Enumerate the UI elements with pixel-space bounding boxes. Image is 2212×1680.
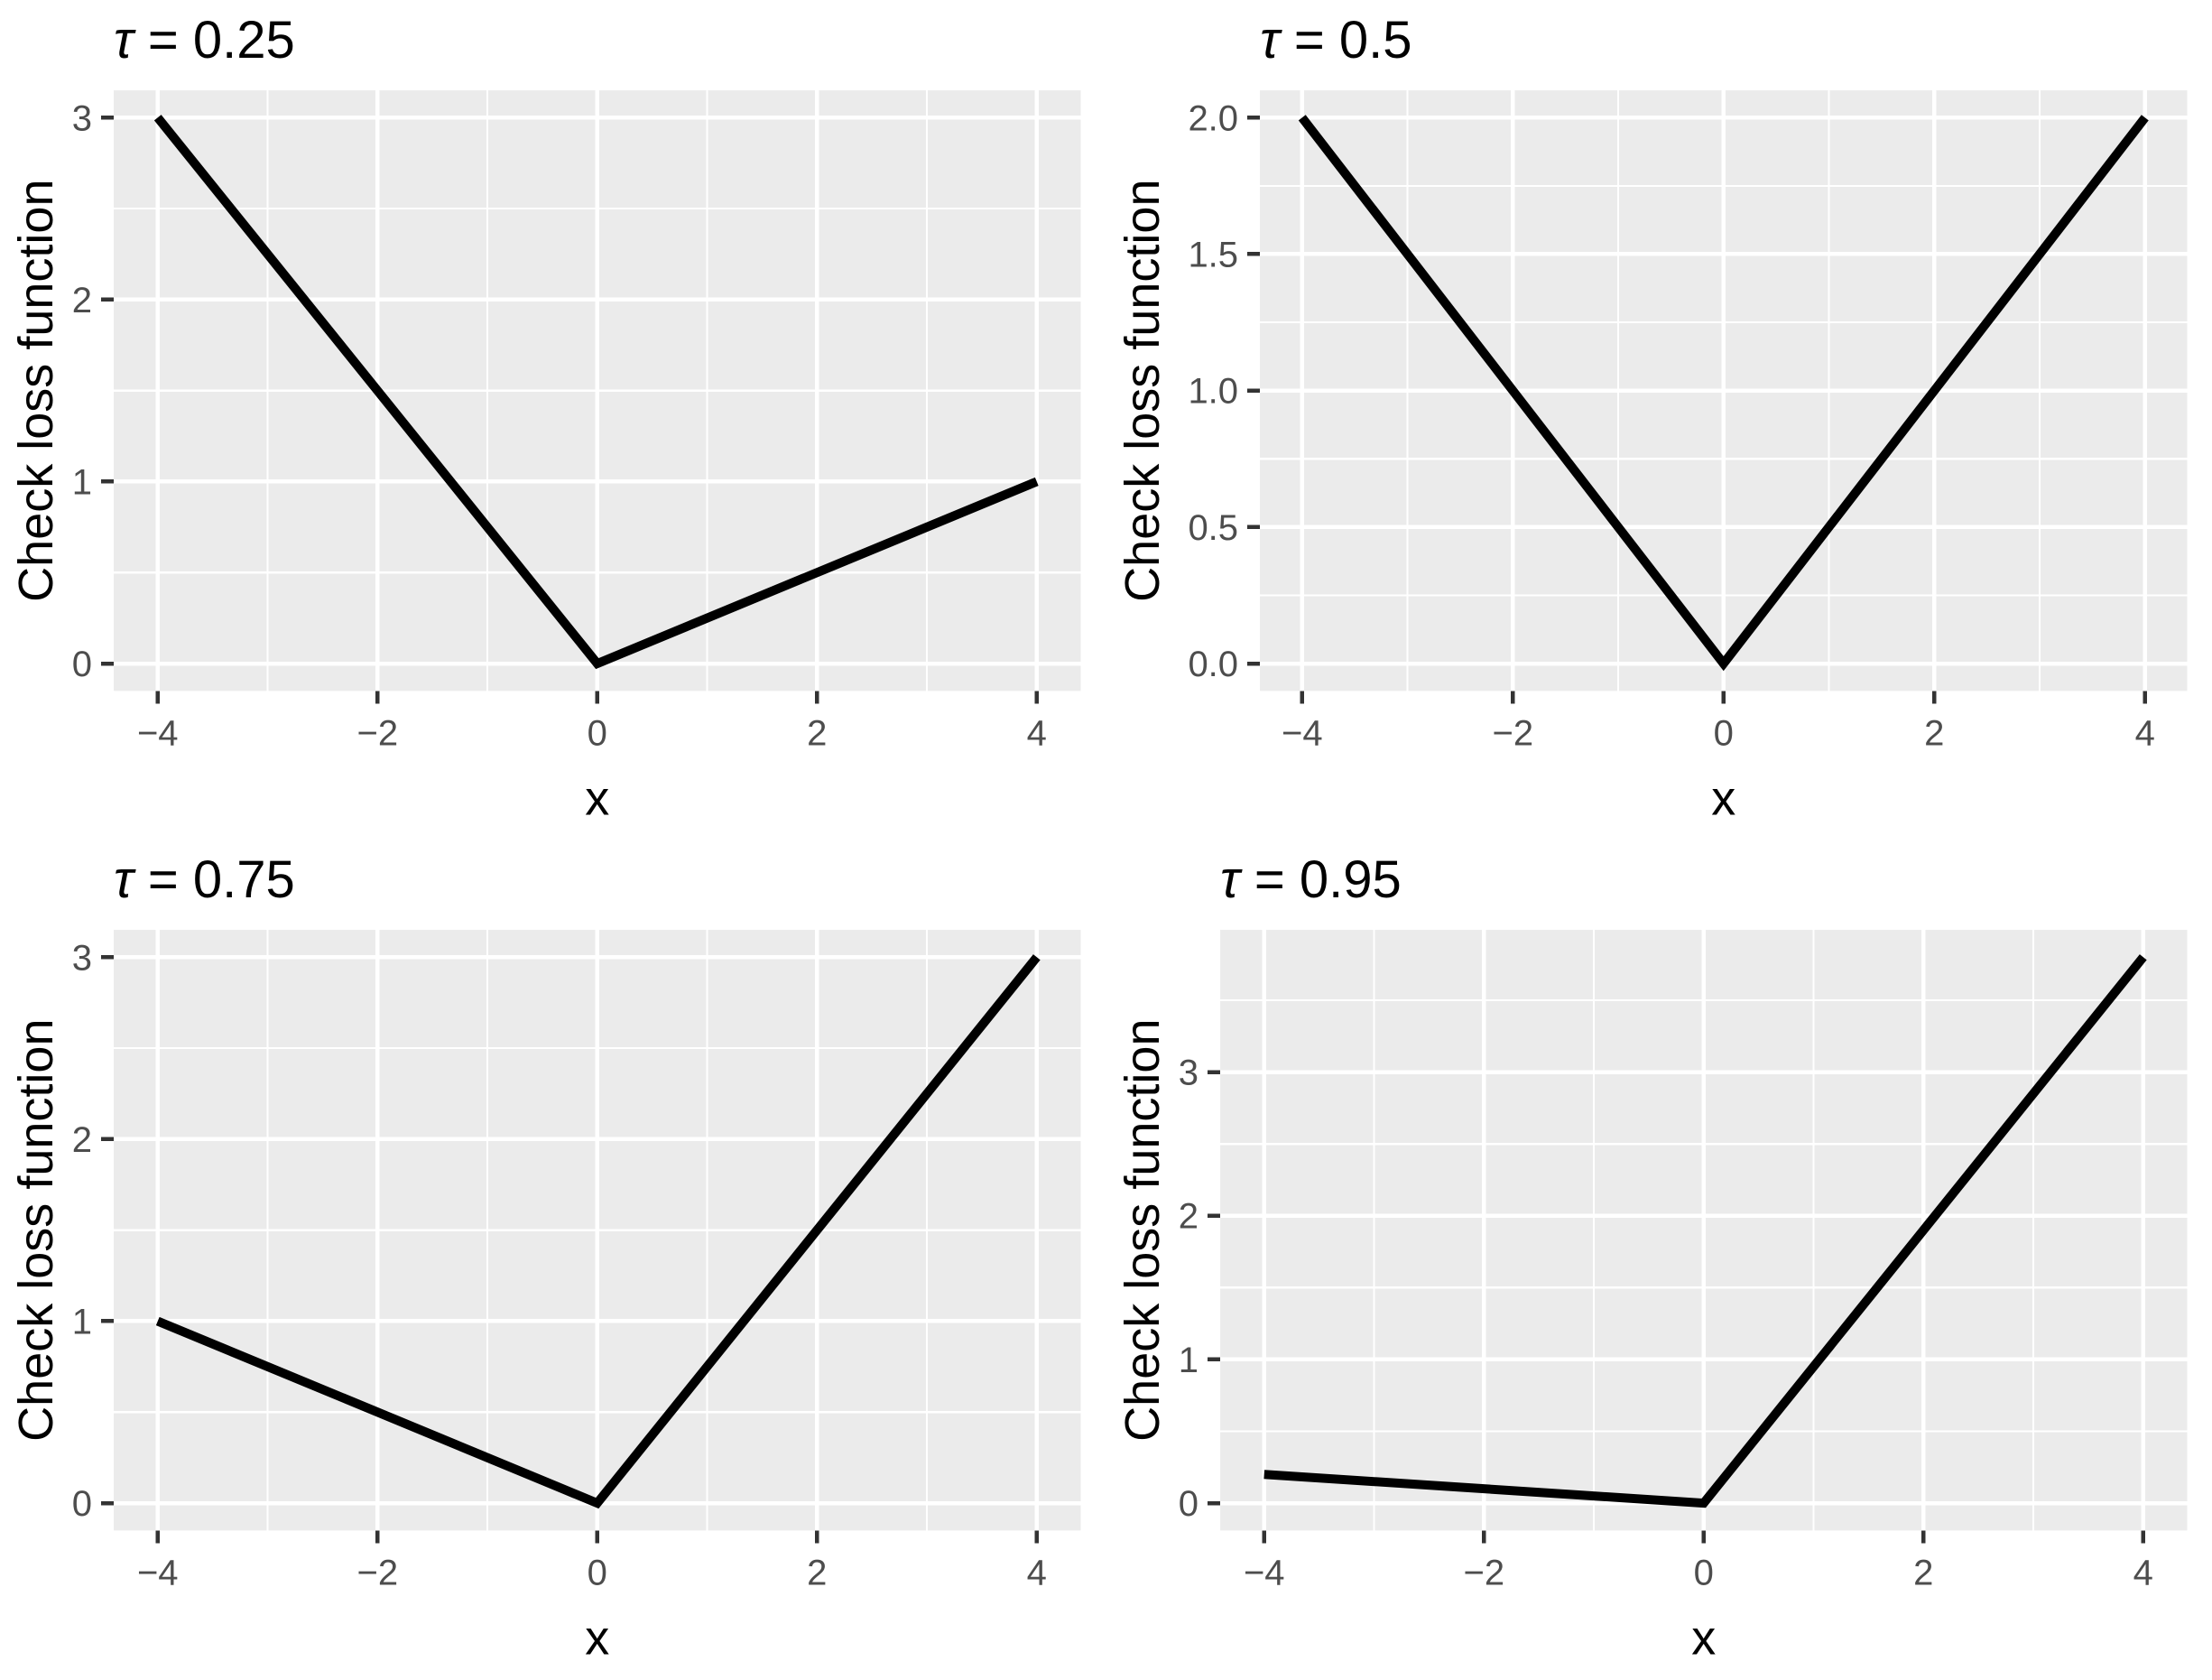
plot-title: τ = 0.5 — [1260, 11, 1411, 70]
x-tick-label: 2 — [807, 1554, 827, 1593]
y-tick-label: 2 — [72, 281, 92, 320]
chart-tau-0-5: −4 −2 0 2 4 0.0 0.5 1.0 1.5 2.0 x Check loss functi… — [1106, 0, 2212, 840]
plot-title-value: = 0.5 — [1279, 11, 1411, 70]
y-tick-label: 0 — [72, 645, 92, 684]
y-tick-label: 0 — [1178, 1484, 1198, 1524]
y-tick-label: 2 — [72, 1120, 92, 1160]
x-tick-label: 4 — [1027, 1554, 1047, 1593]
chart-cell-tau-0-95: −4 −2 0 2 4 0 1 2 3 x Check loss function τ = 0.95 — [1106, 840, 2212, 1679]
x-tick-label: 4 — [2133, 1554, 2152, 1593]
chart-cell-tau-0-25: −4 −2 0 2 4 0 1 2 3 x Check loss function τ = 0.25 — [0, 0, 1106, 840]
x-tick-label: 0 — [588, 1554, 607, 1593]
x-axis-title: x — [585, 771, 609, 825]
y-tick-label: 0.5 — [1188, 508, 1238, 548]
plot-title-value: = 0.95 — [1239, 850, 1401, 909]
x-tick-label: −4 — [137, 713, 179, 753]
y-tick-label: 3 — [72, 939, 92, 979]
x-axis-title: x — [1691, 1611, 1716, 1666]
y-axis-title: Check loss function — [9, 179, 63, 601]
x-tick-label: 2 — [1924, 713, 1944, 753]
y-tick-label: 3 — [72, 98, 92, 138]
chart-tau-0-25: −4 −2 0 2 4 0 1 2 3 x Check loss function τ = 0.25 — [0, 0, 1106, 840]
chart-cell-tau-0-75: −4 −2 0 2 4 0 1 2 3 x Check loss function τ = 0.75 — [0, 840, 1106, 1679]
plot-title: τ = 0.25 — [114, 11, 295, 70]
chart-tau-0-95: −4 −2 0 2 4 0 1 2 3 x Check loss function τ = 0.95 — [1106, 840, 2212, 1679]
y-axis-title: Check loss function — [1115, 1019, 1170, 1442]
y-axis-title: Check loss function — [9, 1019, 63, 1442]
y-tick-label: 1 — [72, 1303, 92, 1342]
x-axis-title: x — [1711, 771, 1735, 825]
plot-title-value: = 0.75 — [134, 850, 295, 909]
chart-tau-0-75: −4 −2 0 2 4 0 1 2 3 x Check loss function τ = 0.75 — [0, 840, 1106, 1679]
x-tick-label: −2 — [356, 713, 398, 753]
x-tick-label: 0 — [588, 713, 607, 753]
x-tick-label: −2 — [1492, 713, 1533, 753]
x-tick-label: −4 — [1281, 713, 1322, 753]
plot-title: τ = 0.95 — [1220, 850, 1402, 909]
y-tick-label: 0.0 — [1188, 645, 1238, 684]
plot-title-value: = 0.25 — [134, 11, 295, 70]
x-tick-label: 4 — [1027, 713, 1047, 753]
x-tick-label: 0 — [1693, 1554, 1713, 1593]
y-axis-title: Check loss function — [1115, 179, 1170, 601]
plot-title: τ = 0.75 — [114, 850, 295, 909]
x-tick-label: −4 — [137, 1554, 179, 1593]
chart-cell-tau-0-5: −4 −2 0 2 4 0.0 0.5 1.0 1.5 2.0 x Check loss functi… — [1106, 0, 2212, 840]
x-tick-label: −2 — [1463, 1554, 1504, 1593]
x-tick-label: −4 — [1243, 1554, 1284, 1593]
x-tick-label: 4 — [2134, 713, 2154, 753]
y-tick-label: 3 — [1178, 1053, 1198, 1093]
y-tick-label: 1.0 — [1188, 372, 1238, 412]
y-tick-label: 1 — [72, 462, 92, 502]
x-tick-label: 2 — [807, 713, 827, 753]
y-tick-label: 1.5 — [1188, 235, 1238, 274]
y-tick-label: 2 — [1178, 1197, 1198, 1237]
y-tick-label: 2.0 — [1188, 98, 1238, 138]
x-tick-label: 0 — [1713, 713, 1733, 753]
y-tick-label: 0 — [72, 1484, 92, 1524]
x-tick-label: 2 — [1913, 1554, 1933, 1593]
y-tick-label: 1 — [1178, 1341, 1198, 1380]
x-tick-label: −2 — [356, 1554, 398, 1593]
x-axis-title: x — [585, 1611, 609, 1666]
